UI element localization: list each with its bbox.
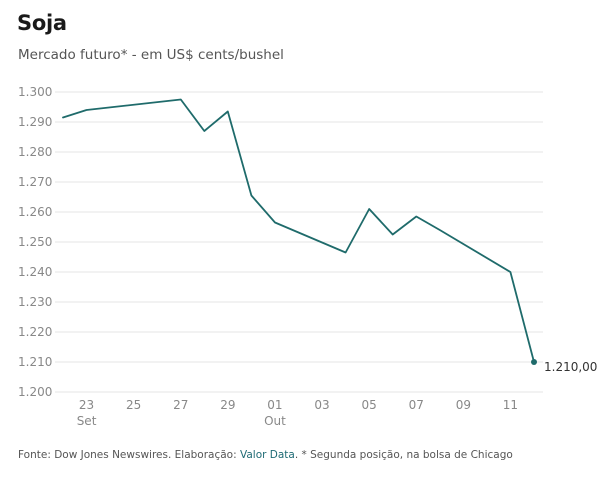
- y-tick-label: 1.260: [18, 205, 52, 219]
- data-point: [439, 229, 441, 231]
- end-value-label: 1.210,00: [544, 360, 597, 374]
- x-tick-label: 09: [456, 398, 471, 412]
- x-tick-label: 11: [503, 398, 518, 412]
- data-point: [392, 234, 394, 236]
- y-tick-label: 1.230: [18, 295, 52, 309]
- data-point: [509, 271, 511, 273]
- x-axis-ticks: 23 Set 25 27 29 01 Out 03 05 07 09 11: [77, 398, 518, 428]
- data-point: [203, 130, 205, 132]
- valor-data-link[interactable]: Valor Data: [239, 449, 295, 461]
- y-tick-label: 1.290: [18, 115, 52, 129]
- y-tick-label: 1.220: [18, 325, 52, 339]
- data-point: [227, 111, 229, 113]
- chart-title: Soja: [17, 11, 67, 35]
- x-tick-label: 27: [173, 398, 188, 412]
- series-layer: 1.210,00: [62, 98, 597, 374]
- y-tick-label: 1.240: [18, 265, 52, 279]
- x-tick-label: 23: [79, 398, 94, 412]
- x-tick-label: 05: [362, 398, 377, 412]
- data-point: [86, 109, 88, 111]
- chart-subtitle: Mercado futuro* - em US$ cents/bushel: [18, 47, 284, 63]
- footer-suffix: . * Segunda posição, na bolsa de Chicago: [294, 449, 513, 461]
- x-tick-month-label: Out: [264, 414, 286, 428]
- data-point: [345, 252, 347, 254]
- data-point: [415, 216, 417, 218]
- y-tick-label: 1.250: [18, 235, 52, 249]
- y-tick-label: 1.280: [18, 145, 52, 159]
- data-point: [180, 99, 182, 101]
- data-point: [368, 208, 370, 210]
- line-chart: 1.300 1.290 1.280 1.270 1.260 1.250 1.240 1.230…: [18, 85, 597, 428]
- y-tick-label: 1.300: [18, 85, 52, 99]
- x-tick-label: 01: [267, 398, 282, 412]
- y-tick-label: 1.270: [18, 175, 52, 189]
- x-tick-label: 29: [220, 398, 235, 412]
- series-line: [62, 98, 535, 363]
- x-tick-label: 25: [126, 398, 141, 412]
- data-point: [62, 117, 64, 119]
- x-tick-label: 07: [409, 398, 424, 412]
- footer-prefix: Fonte: Dow Jones Newswires. Elaboração:: [18, 449, 240, 461]
- x-tick-label: 03: [314, 398, 329, 412]
- data-point: [274, 222, 276, 224]
- x-tick-month-label: Set: [77, 414, 97, 428]
- y-tick-label: 1.200: [18, 385, 52, 399]
- y-tick-label: 1.210: [18, 355, 52, 369]
- end-point-marker: [531, 359, 537, 365]
- data-point: [250, 195, 252, 197]
- grid-lines: [55, 91, 543, 393]
- source-footer: Fonte: Dow Jones Newswires. Elaboração: …: [18, 449, 513, 461]
- y-axis-ticks: 1.300 1.290 1.280 1.270 1.260 1.250 1.240 1.230…: [18, 85, 52, 399]
